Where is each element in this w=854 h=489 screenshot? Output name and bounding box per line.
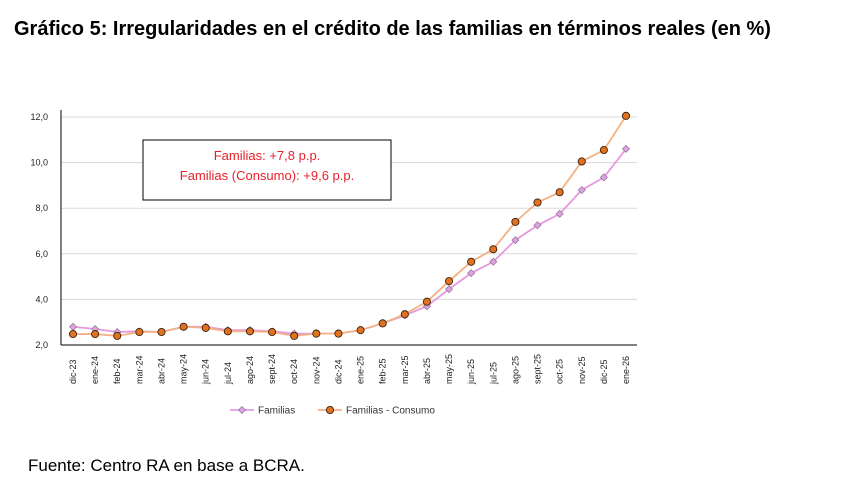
data-point (223, 327, 232, 336)
data-point (68, 330, 78, 339)
data-point (378, 319, 387, 328)
annotation-box (142, 139, 392, 201)
x-tick-label: dic-24 (333, 359, 343, 384)
x-tick-label: dic-25 (599, 359, 609, 384)
data-point (69, 322, 77, 331)
x-tick-label: nov-25 (577, 356, 587, 384)
x-tick-label: abr-24 (156, 358, 166, 384)
data-point (312, 329, 321, 338)
x-tick-label: jul-24 (223, 362, 233, 385)
x-tick-label: abr-25 (422, 358, 432, 384)
x-tick-label: mar-24 (134, 355, 144, 384)
x-tick-label: ene-26 (621, 356, 631, 384)
annotation-text: Familias (Consumo): +9,6 p.p. (180, 168, 354, 183)
x-tick-label: jun-25 (466, 359, 476, 385)
data-point (555, 188, 564, 197)
data-point (577, 157, 586, 166)
x-tick-label: sept-24 (267, 354, 277, 384)
data-point (467, 269, 476, 278)
x-tick-label: may-25 (444, 354, 454, 384)
data-point (135, 327, 144, 337)
data-point (621, 111, 631, 120)
data-point (511, 217, 520, 226)
x-tick-label: oct-24 (289, 359, 299, 384)
data-point (445, 285, 454, 294)
x-tick-label: jul-25 (488, 362, 498, 385)
data-point (511, 236, 520, 245)
data-point (599, 173, 608, 182)
x-tick-label: sept-25 (533, 354, 543, 384)
x-tick-label: ene-24 (90, 356, 100, 384)
x-tick-label: ago-24 (245, 356, 255, 384)
x-tick-label: mar-25 (400, 355, 410, 384)
data-point (290, 331, 299, 340)
data-point (577, 185, 586, 194)
data-point (245, 327, 255, 336)
x-tick-label: ago-25 (510, 356, 520, 384)
y-tick-label: 8,0 (35, 203, 48, 213)
y-tick-label: 2,0 (35, 340, 48, 350)
data-point (533, 198, 542, 207)
data-point (622, 144, 630, 153)
x-tick-label: nov-24 (311, 356, 321, 384)
y-tick-label: 12,0 (30, 112, 48, 122)
legend-marker (325, 405, 335, 415)
data-point (356, 326, 365, 335)
x-tick-label: jun-24 (201, 359, 211, 385)
data-point (489, 245, 498, 254)
data-point (91, 330, 100, 339)
data-point (467, 257, 476, 266)
x-tick-label: ene-25 (356, 356, 366, 384)
data-point (400, 310, 409, 319)
annotation-text: Familias: +7,8 p.p. (214, 148, 321, 163)
y-tick-label: 10,0 (30, 158, 48, 168)
data-point (555, 209, 564, 218)
y-tick-label: 6,0 (35, 249, 48, 259)
data-point (201, 323, 210, 332)
data-point (157, 327, 166, 337)
data-point (334, 329, 343, 338)
data-point (422, 297, 431, 306)
legend-marker (238, 406, 246, 414)
data-point (599, 146, 608, 155)
data-point (444, 277, 454, 286)
x-tick-label: dic-23 (68, 359, 78, 384)
data-point (533, 221, 542, 230)
x-tick-label: may-24 (179, 354, 189, 384)
x-tick-label: feb-24 (112, 358, 122, 384)
legend-label: Familias - Consumo (346, 406, 435, 417)
data-point (113, 331, 122, 340)
legend-label: Familias (258, 406, 295, 417)
x-tick-label: feb-25 (378, 358, 388, 384)
x-tick-label: oct-25 (555, 359, 565, 384)
y-tick-label: 4,0 (35, 294, 48, 304)
data-point (179, 322, 188, 331)
chart-title: Gráfico 5: Irregularidades en el crédito… (14, 18, 771, 40)
source-note: Fuente: Centro RA en base a BCRA. (28, 456, 305, 475)
data-point (268, 327, 277, 337)
data-point (489, 257, 498, 266)
